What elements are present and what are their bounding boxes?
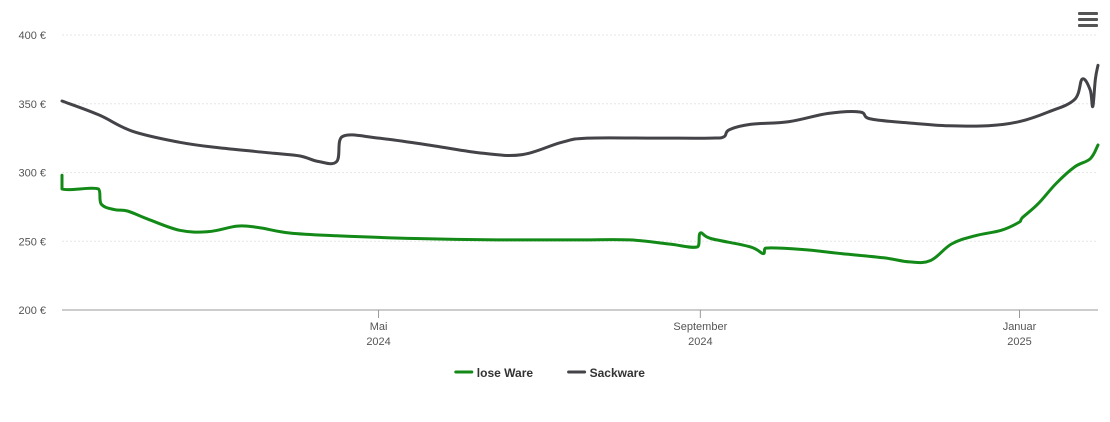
legend-item-sackware[interactable]: Sackware [567, 366, 646, 380]
y-tick-label: 300 € [18, 168, 46, 180]
series-line-sackware[interactable] [60, 63, 1100, 166]
hamburger-menu-icon[interactable] [1078, 12, 1098, 30]
series-line-lose-ware[interactable] [60, 143, 1100, 265]
x-tick-month-label: September [673, 321, 727, 333]
legend-label: lose Ware [477, 366, 534, 380]
x-tick-month-label: Januar [1003, 321, 1037, 333]
x-tick-year-label: 2024 [366, 336, 390, 348]
y-tick-label: 250 € [18, 236, 46, 248]
x-tick-month-label: Mai [370, 321, 388, 333]
axes: 400 € 350 € 300 € 250 € 200 € Mai 2024 Septembe… [18, 30, 1098, 348]
series-lines [60, 63, 1100, 265]
x-tick-year-label: 2025 [1007, 336, 1031, 348]
y-tick-label: 400 € [18, 30, 46, 42]
legend[interactable]: lose Ware Sackware [454, 366, 646, 380]
legend-label: Sackware [590, 366, 646, 380]
x-tick-year-label: 2024 [688, 336, 712, 348]
y-tick-label: 350 € [18, 99, 46, 111]
legend-item-lose-ware[interactable]: lose Ware [454, 366, 534, 380]
y-tick-label: 200 € [18, 305, 46, 317]
